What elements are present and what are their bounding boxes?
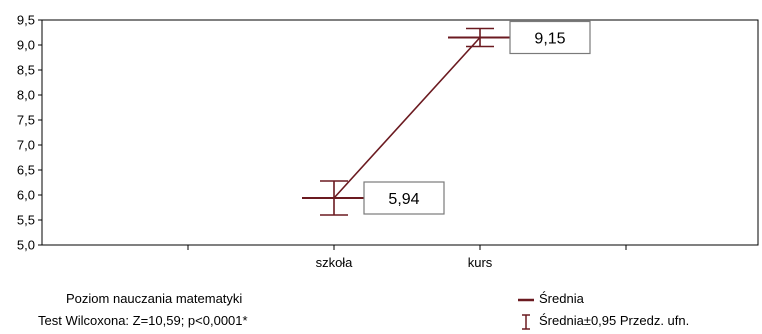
x-axis: szkoła kurs — [187, 245, 627, 270]
legend-label-ci: Średnia±0,95 Przedz. ufn. — [539, 313, 690, 328]
x-tick-label: kurs — [468, 255, 493, 270]
legend-label-mean: Średnia — [539, 291, 584, 306]
plot-border — [41, 19, 759, 246]
error-bar-icon — [522, 314, 530, 330]
y-tick-label: 7,0 — [17, 138, 35, 153]
y-tick-label: 7,5 — [17, 113, 35, 128]
series-line — [333, 36, 481, 199]
test-statistic-caption: Test Wilcoxona: Z=10,59; p<0,0001* — [38, 313, 248, 328]
data-labels: 5,94 9,15 — [363, 20, 591, 215]
data-label-box — [363, 181, 445, 215]
y-tick-label: 9,5 — [17, 13, 35, 28]
y-axis: 5,0 5,5 6,0 6,5 7,0 7,5 8,0 8,5 9,0 9,5 — [17, 13, 42, 253]
y-tick-label: 5,0 — [17, 238, 35, 253]
y-tick-label: 8,5 — [17, 63, 35, 78]
x-axis-title: Poziom nauczania matematyki — [66, 291, 243, 306]
y-tick-label: 8,0 — [17, 88, 35, 103]
x-tick-label: szkoła — [316, 255, 354, 270]
data-label: 9,15 — [534, 31, 565, 48]
line-swatch-icon — [518, 298, 534, 302]
y-tick-label: 6,0 — [17, 188, 35, 203]
y-tick-label: 9,0 — [17, 38, 35, 53]
plot-frame — [41, 19, 759, 246]
data-label: 5,94 — [388, 191, 419, 208]
y-tick-label: 5,5 — [17, 213, 35, 228]
series-srednia — [302, 27, 512, 216]
y-tick-label: 6,5 — [17, 163, 35, 178]
data-label-box — [509, 20, 591, 55]
